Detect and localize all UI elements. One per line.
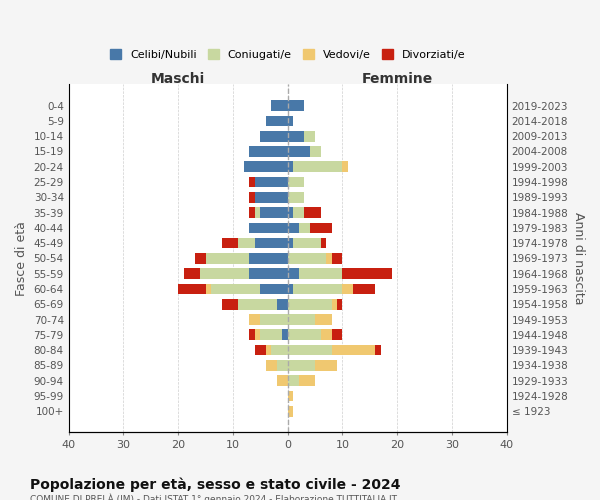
Bar [194, 253, 206, 264]
Bar [320, 330, 332, 340]
Bar [315, 314, 331, 325]
Bar [178, 284, 206, 294]
Bar [287, 299, 331, 310]
Bar [206, 284, 211, 294]
Bar [299, 268, 343, 279]
Bar [184, 268, 200, 279]
Bar [260, 207, 287, 218]
Bar [206, 253, 250, 264]
Bar [287, 406, 293, 416]
Bar [331, 253, 343, 264]
Legend: Celibi/Nubili, Coniugati/e, Vedovi/e, Divorziati/e: Celibi/Nubili, Coniugati/e, Vedovi/e, Di… [106, 45, 470, 64]
Bar [326, 253, 331, 264]
Bar [287, 253, 326, 264]
Bar [287, 360, 315, 370]
Bar [376, 344, 381, 356]
Bar [260, 284, 287, 294]
Bar [250, 207, 255, 218]
Bar [287, 314, 315, 325]
Bar [304, 207, 320, 218]
Text: Femmine: Femmine [362, 72, 433, 86]
Bar [287, 162, 293, 172]
Bar [266, 344, 271, 356]
Bar [287, 131, 304, 141]
Bar [255, 176, 287, 188]
Bar [287, 330, 320, 340]
Bar [250, 330, 255, 340]
Bar [320, 238, 326, 248]
Bar [260, 314, 287, 325]
Bar [353, 284, 376, 294]
Bar [299, 222, 310, 233]
Bar [211, 284, 260, 294]
Bar [250, 222, 287, 233]
Bar [287, 100, 304, 111]
Bar [343, 284, 353, 294]
Bar [260, 131, 287, 141]
Bar [200, 268, 250, 279]
Bar [277, 360, 287, 370]
Bar [287, 344, 331, 356]
Bar [255, 344, 266, 356]
Bar [293, 284, 343, 294]
Bar [222, 299, 238, 310]
Y-axis label: Fasce di età: Fasce di età [15, 221, 28, 296]
Bar [331, 344, 376, 356]
Y-axis label: Anni di nascita: Anni di nascita [572, 212, 585, 304]
Bar [250, 192, 255, 202]
Bar [250, 253, 287, 264]
Text: Maschi: Maschi [151, 72, 205, 86]
Bar [238, 299, 277, 310]
Bar [287, 268, 299, 279]
Bar [331, 299, 337, 310]
Bar [337, 299, 343, 310]
Bar [293, 162, 343, 172]
Bar [287, 192, 304, 202]
Bar [271, 100, 287, 111]
Bar [310, 222, 331, 233]
Bar [287, 176, 304, 188]
Bar [304, 131, 315, 141]
Bar [331, 330, 343, 340]
Bar [343, 162, 348, 172]
Bar [277, 299, 287, 310]
Bar [244, 162, 287, 172]
Bar [287, 390, 293, 402]
Bar [343, 268, 392, 279]
Bar [299, 376, 315, 386]
Bar [277, 376, 287, 386]
Bar [315, 360, 337, 370]
Bar [293, 207, 304, 218]
Bar [255, 238, 287, 248]
Bar [287, 376, 299, 386]
Bar [255, 192, 287, 202]
Bar [287, 222, 299, 233]
Bar [293, 238, 320, 248]
Bar [287, 238, 293, 248]
Bar [255, 207, 260, 218]
Bar [287, 207, 293, 218]
Bar [222, 238, 238, 248]
Bar [310, 146, 320, 157]
Bar [287, 284, 293, 294]
Text: Popolazione per età, sesso e stato civile - 2024: Popolazione per età, sesso e stato civil… [30, 478, 401, 492]
Bar [250, 176, 255, 188]
Bar [260, 330, 282, 340]
Bar [271, 344, 287, 356]
Bar [238, 238, 255, 248]
Bar [255, 330, 260, 340]
Bar [266, 116, 287, 126]
Text: COMUNE DI PRELÀ (IM) - Dati ISTAT 1° gennaio 2024 - Elaborazione TUTTITALIA.IT: COMUNE DI PRELÀ (IM) - Dati ISTAT 1° gen… [30, 494, 397, 500]
Bar [287, 146, 310, 157]
Bar [266, 360, 277, 370]
Bar [282, 330, 287, 340]
Bar [250, 268, 287, 279]
Bar [250, 146, 287, 157]
Bar [287, 116, 293, 126]
Bar [250, 314, 260, 325]
